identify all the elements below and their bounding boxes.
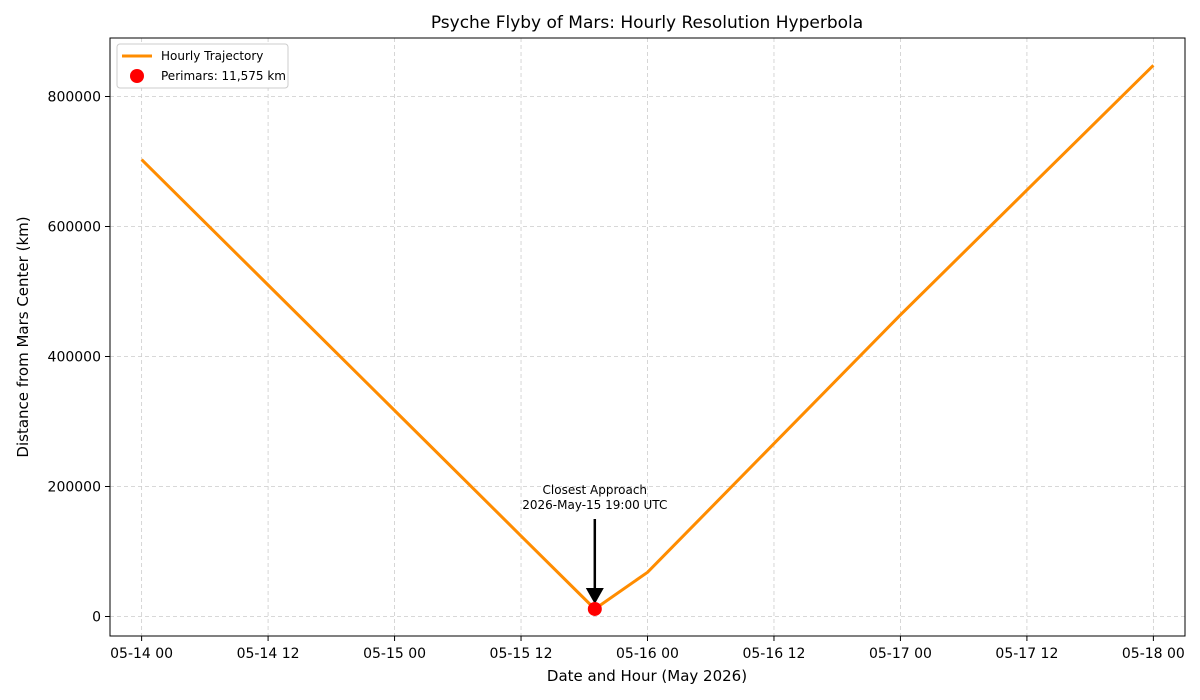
x-tick-label: 05-14 00 [110,646,173,662]
x-tick-label: 05-15 00 [363,646,426,662]
y-tick-label: 400000 [48,350,101,366]
y-tick-label: 0 [92,610,101,626]
x-tick-label: 05-17 00 [869,646,932,662]
x-tick-label: 05-16 12 [742,646,805,662]
y-axis-title: Distance from Mars Center (km) [14,216,32,457]
x-axis-title: Date and Hour (May 2026) [547,667,747,685]
chart-title: Psyche Flyby of Mars: Hourly Resolution … [431,13,863,33]
y-tick-label: 600000 [48,220,101,236]
legend-label-trajectory: Hourly Trajectory [161,49,263,63]
y-tick-label: 800000 [48,90,101,106]
x-tick-label: 05-15 12 [490,646,553,662]
marker-layer [587,601,602,616]
perimars-marker [587,601,602,616]
y-tick-label: 200000 [48,480,101,496]
grid-layer [110,38,1185,636]
legend-marker-swatch [130,69,144,83]
series-layer [140,64,1155,611]
legend: Hourly Trajectory Perimars: 11,575 km [116,43,289,89]
axis-layer: 05-14 00 05-14 12 05-15 00 05-15 12 05-16 00… [48,90,1185,663]
trajectory-line [140,64,1155,611]
x-tick-label: 05-18 00 [1122,646,1185,662]
annotation-text-line: Closest Approach [543,483,647,497]
legend-label-perimars: Perimars: 11,575 km [161,69,286,83]
legend-box [116,43,289,89]
x-tick-label: 05-16 00 [616,646,679,662]
annotation-text-line: 2026-May-15 19:00 UTC [522,498,667,512]
x-tick-label: 05-17 12 [995,646,1058,662]
annotation-arrow-head [585,587,604,604]
x-tick-label: 05-14 12 [237,646,300,662]
plot-frame [109,37,1186,637]
